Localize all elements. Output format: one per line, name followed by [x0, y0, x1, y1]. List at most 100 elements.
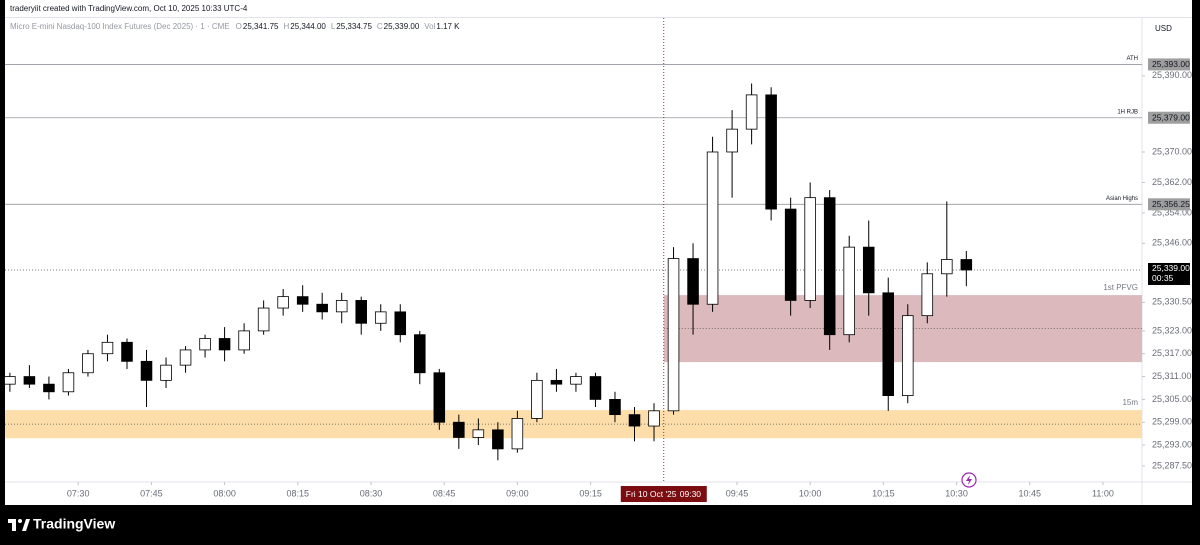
- zone-label: 15m: [1122, 398, 1138, 407]
- candle-body: [921, 273, 934, 317]
- legend-key: C: [377, 22, 383, 31]
- candle-body: [374, 311, 387, 324]
- candle-body: [511, 418, 524, 450]
- candle-body: [43, 383, 55, 393]
- y-tick-label: 25,287.50: [1152, 460, 1192, 470]
- header-text: traderyiit created with TradingView.com,…: [10, 4, 248, 13]
- level-name: Asian Highs: [1106, 196, 1138, 202]
- candle-body: [296, 296, 309, 305]
- logo-mark: [8, 519, 16, 531]
- candle-body: [394, 311, 407, 336]
- brand-name: TradingView: [33, 516, 115, 532]
- logo-slash: [22, 519, 30, 531]
- x-tick-label: 07:45: [140, 488, 163, 498]
- y-tick-label: 25,330.50: [1152, 297, 1192, 307]
- y-tick-label: 25,362.00: [1152, 177, 1192, 187]
- candle-body: [765, 94, 777, 210]
- candle-body: [902, 315, 914, 396]
- crosshair-badge: [620, 486, 707, 502]
- logo-dot: [18, 519, 22, 523]
- zone-label: 1st PFVG: [1103, 283, 1138, 292]
- candle-body: [199, 338, 211, 351]
- candle-body: [140, 360, 153, 381]
- candle-body: [335, 300, 348, 313]
- x-tick-label: 10:30: [945, 488, 968, 498]
- x-tick-label: 11:00: [1092, 488, 1114, 498]
- level-badge: [1148, 111, 1190, 124]
- level-badge-label: 25,393.00: [1152, 59, 1190, 69]
- candle-body: [414, 334, 426, 374]
- candle-body: [62, 372, 75, 393]
- candle-body: [843, 246, 855, 336]
- level-badge-label: 25,356.25: [1152, 199, 1190, 209]
- currency[interactable]: USD: [1155, 24, 1172, 33]
- crosshair-time: 09:30: [680, 489, 702, 499]
- y-tick-label: 25,299.00: [1152, 417, 1192, 427]
- y-tick-label: 25,311.00: [1152, 371, 1191, 381]
- y-tick-label: 25,390.00: [1152, 70, 1192, 80]
- level-name: ATH: [1126, 56, 1138, 62]
- candle-body: [4, 376, 16, 385]
- symbol-title: Micro E-mini Nasdaq-100 Index Futures (D…: [10, 22, 230, 31]
- crosshair-date: Fri 10 Oct '25: [626, 489, 677, 499]
- y-tick-label: 25,346.00: [1152, 238, 1192, 248]
- candle-body: [609, 399, 621, 416]
- candle-body: [862, 246, 875, 294]
- alert-bolt: [966, 475, 972, 485]
- y-tick-label: 25,323.00: [1152, 325, 1192, 335]
- candle-body: [706, 151, 719, 305]
- candle-body: [277, 296, 289, 309]
- x-tick-label: 09:15: [579, 488, 602, 498]
- candle-body: [101, 341, 114, 355]
- candle-body: [121, 341, 133, 362]
- candle-body: [823, 197, 836, 336]
- x-tick-label: 08:00: [213, 488, 236, 498]
- candle-body: [550, 379, 563, 385]
- candle-body: [667, 258, 680, 412]
- candle-body: [218, 338, 231, 351]
- candle-body: [23, 376, 36, 385]
- level-badge: [1148, 198, 1190, 211]
- candle-body: [238, 330, 250, 351]
- candle-body: [453, 421, 465, 438]
- level-name: 1H RJB: [1117, 109, 1138, 115]
- y-tick-label: 25,370.00: [1152, 146, 1192, 156]
- last-price-badge: [1148, 262, 1190, 285]
- countdown: 00:35: [1152, 273, 1174, 283]
- x-tick-label: 09:00: [506, 488, 529, 498]
- x-tick-label: 10:45: [1018, 488, 1041, 498]
- legend-value: 25,339.00: [384, 22, 420, 31]
- candle-body: [160, 364, 172, 381]
- y-tick-label: 25,305.00: [1152, 394, 1192, 404]
- legend-value: 25,334.75: [336, 22, 372, 31]
- candle-body: [687, 258, 699, 305]
- y-tick-label: 25,317.00: [1152, 348, 1192, 358]
- candle-body: [648, 410, 660, 427]
- last-price-label: 25,339.00: [1152, 263, 1190, 273]
- candle-body: [804, 197, 816, 301]
- legend-value: 25,344.00: [290, 22, 326, 31]
- candle-body: [745, 94, 758, 130]
- candle-body: [589, 376, 602, 400]
- y-tick-label: 25,354.00: [1152, 207, 1192, 217]
- candle-body: [570, 376, 582, 385]
- x-tick-label: 08:30: [360, 488, 383, 498]
- level-badge-label: 25,379.00: [1152, 112, 1190, 122]
- x-tick-label: 09:45: [726, 488, 749, 498]
- candle-body: [257, 307, 270, 332]
- candle-body: [628, 414, 641, 427]
- legend-value: 25,341.75: [243, 22, 279, 31]
- legend-key: O: [236, 22, 242, 31]
- candle-body: [355, 300, 367, 324]
- candle-body: [941, 259, 953, 275]
- legend-value: 1.17 K: [436, 22, 460, 31]
- x-tick-label: 10:15: [872, 488, 895, 498]
- candle-body: [784, 208, 797, 301]
- x-tick-label: 07:30: [67, 488, 90, 498]
- candle-body: [882, 292, 895, 396]
- candle-body: [960, 259, 973, 271]
- level-badge: [1148, 58, 1190, 71]
- x-tick-label: 08:45: [433, 488, 456, 498]
